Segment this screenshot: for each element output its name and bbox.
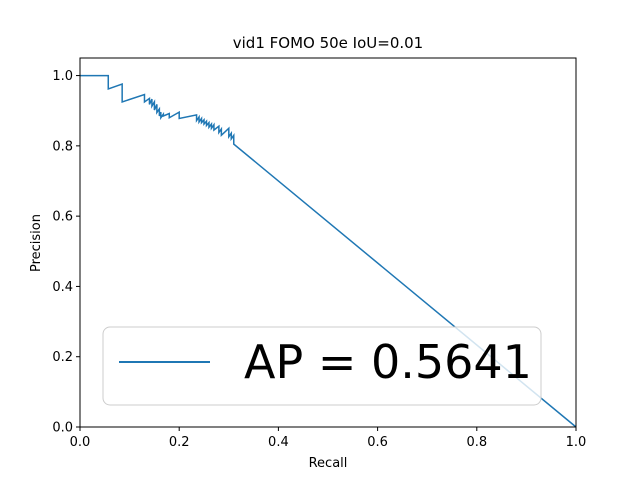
y-axis-ticks: 0.0 0.2 0.4 0.6 0.8 1.0: [52, 69, 80, 436]
pr-curve-line: [80, 74, 577, 428]
y-tick-label: 0.4: [52, 280, 73, 295]
y-tick-label: 0.6: [52, 210, 73, 225]
legend-label: AP = 0.5641: [244, 335, 532, 389]
y-axis-label: Precision: [29, 214, 44, 272]
x-axis-label: Recall: [309, 456, 348, 471]
x-tick-label: 0.8: [466, 435, 487, 450]
x-tick-label: 1.0: [566, 435, 587, 450]
legend-box: [102, 326, 542, 406]
y-tick-label: 0.8: [52, 139, 73, 154]
legend: AP = 0.5641: [102, 326, 542, 406]
x-tick-label: 0.0: [70, 435, 91, 450]
y-tick-label: 1.0: [52, 69, 73, 84]
x-tick-label: 0.6: [367, 435, 388, 450]
x-tick-label: 0.4: [268, 435, 289, 450]
chart-title: vid1 FOMO 50e IoU=0.01: [233, 34, 423, 52]
y-tick-label: 0.0: [52, 421, 73, 436]
x-axis-ticks: 0.0 0.2 0.4 0.6 0.8 1.0: [70, 427, 587, 450]
plot-frame: [79, 57, 577, 428]
y-tick-label: 0.2: [52, 350, 73, 365]
x-tick-label: 0.2: [169, 435, 190, 450]
